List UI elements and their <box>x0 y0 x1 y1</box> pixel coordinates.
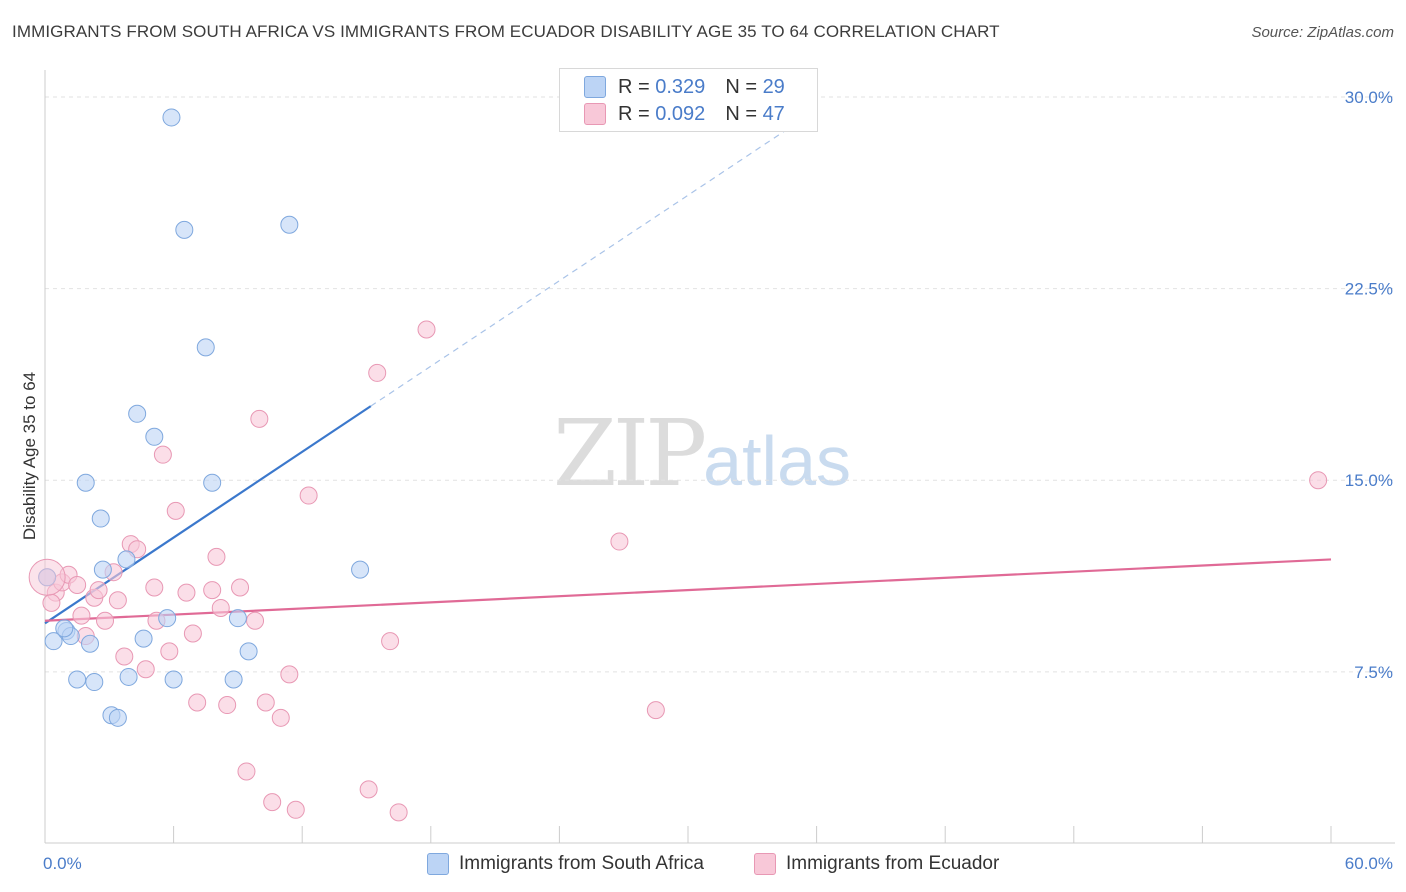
data-point-pink <box>177 583 196 602</box>
data-point-blue <box>117 550 136 569</box>
data-point-blue <box>108 708 127 727</box>
data-point-blue <box>175 220 194 239</box>
data-point-blue <box>164 670 183 689</box>
bottom-legend-swatch-blue <box>427 853 449 875</box>
data-point-pink <box>218 696 237 715</box>
data-point-pink <box>389 803 408 822</box>
data-point-pink <box>381 632 400 651</box>
data-point-blue <box>145 427 164 446</box>
y-tick-label: 7.5% <box>1354 663 1393 682</box>
trend-line-pink <box>44 558 1332 622</box>
legend-row-ecuador: R = 0.092 N = 47 <box>584 102 785 126</box>
trend-lines <box>44 109 1332 625</box>
data-point-blue <box>91 509 110 528</box>
data-point-blue <box>239 642 258 661</box>
data-point-pink <box>153 445 172 464</box>
data-point-pink <box>207 547 226 566</box>
data-point-pink <box>263 793 282 812</box>
data-point-pink <box>417 320 436 339</box>
legend: R = 0.329 N = 29 R = 0.092 N = 47 <box>559 68 818 132</box>
data-point-pink <box>246 611 265 630</box>
legend-swatch-blue <box>584 76 606 98</box>
data-point-pink <box>183 624 202 643</box>
data-point-blue <box>55 619 74 638</box>
data-point-blue <box>162 108 181 127</box>
data-point-blue <box>280 215 299 234</box>
data-point-pink <box>237 762 256 781</box>
data-point-blue <box>224 670 243 689</box>
data-point-blue <box>81 634 100 653</box>
legend-n-value: 29 <box>762 75 785 98</box>
data-point-pink <box>166 501 185 520</box>
data-point-blue <box>119 667 138 686</box>
bottom-legend-ecuador: Immigrants from Ecuador <box>754 851 999 877</box>
data-point-blue <box>228 609 247 628</box>
data-point-pink <box>299 486 318 505</box>
legend-n-value: 47 <box>762 102 785 125</box>
data-point-pink <box>1309 471 1328 490</box>
legend-n-label: N = <box>725 102 757 125</box>
data-point-pink <box>136 660 155 679</box>
legend-swatch-pink <box>584 103 606 125</box>
data-point-pink <box>160 642 179 661</box>
data-point-blue <box>76 473 95 492</box>
x-tick-label: 0.0% <box>43 854 82 873</box>
bottom-legend-south-africa: Immigrants from South Africa <box>427 851 704 877</box>
x-tick-label: 60.0% <box>1345 854 1393 873</box>
bottom-legend-swatch-pink <box>754 853 776 875</box>
legend-n-label: N = <box>725 75 757 98</box>
data-point-pink <box>68 575 87 594</box>
data-point-pink <box>89 581 108 600</box>
data-points <box>28 108 1328 822</box>
bottom-legend-label: Immigrants from Ecuador <box>786 853 1000 874</box>
data-point-pink <box>203 581 222 600</box>
data-point-pink <box>42 593 61 612</box>
data-point-pink <box>646 701 665 720</box>
y-tick-label: 22.5% <box>1345 280 1393 299</box>
data-point-pink <box>72 606 91 625</box>
legend-r-label: R = <box>618 75 650 98</box>
data-point-pink <box>96 611 115 630</box>
data-point-pink <box>188 693 207 712</box>
data-point-pink <box>280 665 299 684</box>
data-point-blue <box>68 670 87 689</box>
data-point-blue <box>203 473 222 492</box>
bottom-legend-label: Immigrants from South Africa <box>459 853 704 874</box>
data-point-pink <box>286 800 305 819</box>
chart-title: IMMIGRANTS FROM SOUTH AFRICA VS IMMIGRAN… <box>12 22 1000 41</box>
legend-row-south-africa: R = 0.329 N = 29 <box>584 75 785 99</box>
data-point-pink <box>231 578 250 597</box>
data-point-pink <box>359 780 378 799</box>
data-point-blue <box>44 632 63 651</box>
data-point-pink <box>610 532 629 551</box>
data-point-blue <box>128 404 147 423</box>
data-point-pink <box>211 598 230 617</box>
data-point-blue <box>85 673 104 692</box>
y-tick-label: 15.0% <box>1345 471 1393 490</box>
axes <box>44 70 1395 844</box>
legend-r-value: 0.329 <box>655 75 706 98</box>
data-point-pink <box>368 363 387 382</box>
data-point-blue <box>134 629 153 648</box>
legend-r-label: R = <box>618 102 650 125</box>
data-point-pink <box>271 708 290 727</box>
y-tick-label: 30.0% <box>1345 88 1393 107</box>
data-point-blue <box>158 609 177 628</box>
data-point-cluster <box>28 558 66 596</box>
source-label: Source: ZipAtlas.com <box>1251 24 1394 41</box>
data-point-blue <box>351 560 370 579</box>
data-point-pink <box>256 693 275 712</box>
data-point-pink <box>145 578 164 597</box>
data-point-pink <box>115 647 134 666</box>
tick-labels: 7.5% 15.0% 22.5% 30.0% 0.0% 60.0% <box>43 88 1393 873</box>
trend-line-blue-extension <box>370 109 817 407</box>
data-point-pink <box>108 591 127 610</box>
y-axis-title: Disability Age 35 to 64 <box>20 372 39 540</box>
legend-r-value: 0.092 <box>655 102 706 125</box>
data-point-pink <box>250 409 269 428</box>
data-point-blue <box>93 560 112 579</box>
data-point-blue <box>196 338 215 357</box>
